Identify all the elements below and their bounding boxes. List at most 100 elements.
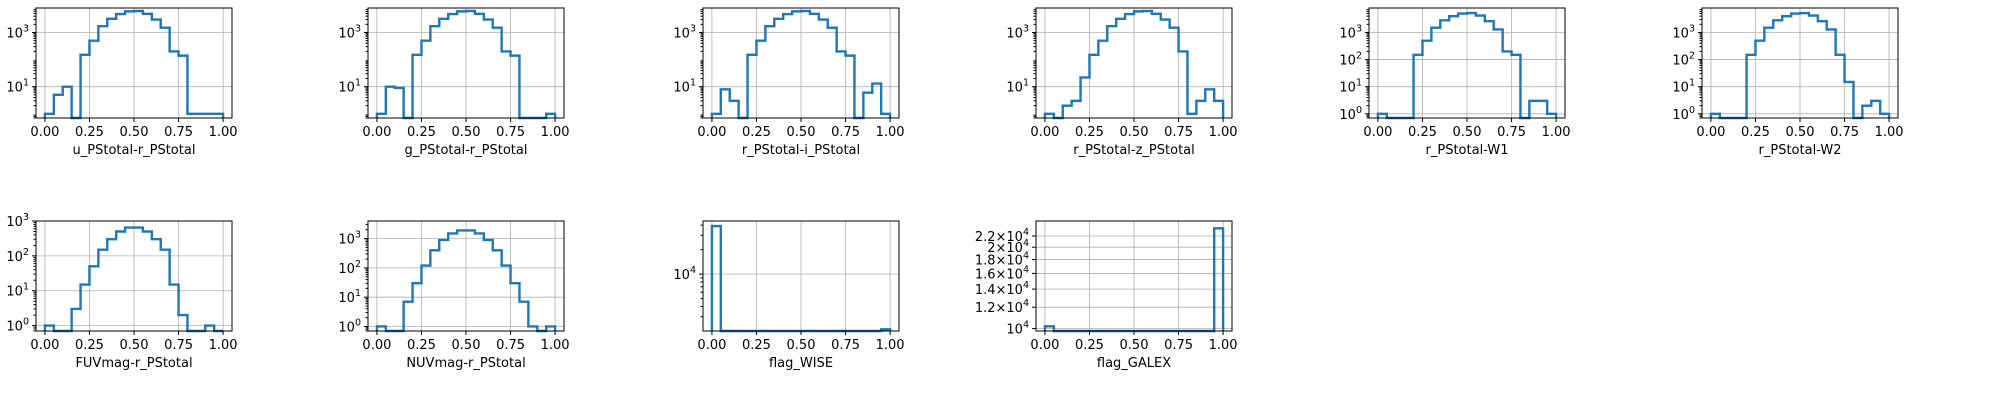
x-tick-label: 0.75 — [164, 125, 193, 140]
x-tick-label: 0.00 — [1363, 125, 1392, 140]
histogram-step-line — [375, 9, 557, 120]
x-tick-label: 0.00 — [30, 125, 59, 140]
x-tick-label: 1.00 — [541, 125, 570, 140]
x-tick-label: 0.25 — [75, 338, 104, 353]
y-tick-label: 1.4×104 — [975, 280, 1029, 298]
x-tick-label: 0.25 — [742, 338, 771, 353]
y-tick-label: 102 — [1339, 51, 1362, 69]
histogram-step-line — [375, 229, 557, 333]
y-tick-label: 101 — [1006, 78, 1029, 96]
x-tick-label: 0.25 — [1741, 125, 1770, 140]
x-tick-label: 0.00 — [697, 125, 726, 140]
histogram-panel-4: 0.00 0.25 0.50 0.75 1.00 101 103 r_PStotal-z_PS… — [1006, 7, 1238, 158]
x-tick-label: 1.00 — [876, 125, 905, 140]
x-tick-label: 0.00 — [697, 338, 726, 353]
y-tick-label: 101 — [1672, 78, 1695, 96]
x-tick-label: 0.75 — [496, 125, 525, 140]
x-tick-label: 1.00 — [876, 338, 905, 353]
x-tick-label: 0.50 — [1453, 125, 1482, 140]
x-tick-label: 0.50 — [787, 338, 816, 353]
x-tick-label: 0.50 — [120, 125, 149, 140]
x-tick-label: 0.25 — [75, 125, 104, 140]
y-tick-label: 103 — [6, 23, 29, 41]
x-tick-label: 0.75 — [831, 338, 860, 353]
y-tick-label: 103 — [1339, 23, 1362, 41]
x-axis-label: r_PStotal-z_PStotal — [1073, 143, 1195, 158]
y-tick-label: 103 — [673, 23, 696, 41]
x-tick-label: 1.00 — [1542, 125, 1571, 140]
y-tick-label: 103 — [1006, 23, 1029, 41]
x-tick-label: 0.25 — [742, 125, 771, 140]
y-tick-label: 101 — [1339, 78, 1362, 96]
x-tick-label: 0.75 — [1164, 338, 1193, 353]
y-tick-label: 100 — [1339, 105, 1362, 123]
histogram-panel-5: 0.00 0.25 0.50 0.75 1.00 100 101 102 103 r_PStota… — [1339, 7, 1571, 158]
x-tick-label: 0.75 — [496, 338, 525, 353]
x-tick-label: 0.25 — [407, 125, 436, 140]
y-tick-label: 1.8×104 — [975, 251, 1029, 269]
histogram-step-line — [43, 9, 225, 120]
y-tick-label: 101 — [338, 288, 361, 306]
y-tick-label: 102 — [6, 247, 29, 265]
x-tick-label: 0.75 — [1497, 125, 1526, 140]
x-tick-label: 0.75 — [1830, 125, 1859, 140]
x-tick-label: 0.00 — [362, 338, 391, 353]
histogram-panel-10: 0.00 0.25 0.50 0.75 1.00 104 1.2×1041.4×1041.6… — [975, 220, 1238, 371]
x-tick-label: 0.25 — [1075, 125, 1104, 140]
x-tick-label: 0.75 — [164, 338, 193, 353]
x-axis-label: r_PStotal-i_PStotal — [742, 143, 860, 158]
histogram-step-line — [1043, 9, 1225, 120]
histogram-panel-8: 0.00 0.25 0.50 0.75 1.00 100 101 102 103 NUVmag-r… — [338, 220, 570, 371]
x-tick-label: 0.50 — [452, 338, 481, 353]
y-tick-label: 2.2×104 — [975, 227, 1029, 245]
y-tick-label: 103 — [338, 23, 361, 41]
y-tick-label: 102 — [1672, 51, 1695, 69]
y-tick-label: 101 — [6, 282, 29, 300]
y-tick-label: 104 — [673, 265, 696, 283]
x-axis-label: u_PStotal-r_PStotal — [73, 143, 196, 158]
y-tick-label: 1.2×104 — [975, 298, 1029, 316]
x-tick-label: 0.00 — [30, 338, 59, 353]
x-tick-label: 0.75 — [1164, 125, 1193, 140]
x-tick-label: 1.00 — [1875, 125, 1904, 140]
y-tick-label: 103 — [6, 212, 29, 230]
x-tick-label: 1.00 — [209, 338, 238, 353]
x-tick-label: 0.50 — [1120, 125, 1149, 140]
x-tick-label: 0.25 — [1075, 338, 1104, 353]
histogram-step-line — [43, 226, 224, 333]
y-tick-label: 101 — [6, 78, 29, 96]
x-axis-label: r_PStotal-W2 — [1759, 143, 1842, 158]
x-tick-label: 0.00 — [1030, 338, 1059, 353]
y-tick-label: 104 — [1006, 320, 1029, 338]
y-tick-label: 100 — [6, 317, 29, 335]
y-tick-label: 1.6×104 — [975, 264, 1029, 282]
x-tick-label: 0.00 — [1030, 125, 1059, 140]
x-tick-label: 0.00 — [1696, 125, 1725, 140]
x-tick-label: 0.25 — [407, 338, 436, 353]
x-tick-label: 0.50 — [1120, 338, 1149, 353]
y-tick-label: 102 — [338, 259, 361, 277]
histogram-step-line — [710, 9, 892, 120]
histogram-panel-1: 0.00 0.25 0.50 0.75 1.00 101 103 u_PStotal-r_PS… — [6, 7, 238, 158]
x-tick-label: 1.00 — [1209, 338, 1238, 353]
x-tick-label: 0.50 — [1786, 125, 1815, 140]
x-axis-label: flag_WISE — [769, 356, 833, 371]
histogram-panel-6: 0.00 0.25 0.50 0.75 1.00 100 101 102 103 r_PStota… — [1672, 7, 1904, 158]
x-tick-label: 0.50 — [452, 125, 481, 140]
x-tick-label: 1.00 — [541, 338, 570, 353]
y-tick-label: 103 — [1672, 23, 1695, 41]
x-tick-label: 0.50 — [120, 338, 149, 353]
x-axis-label: g_PStotal-r_PStotal — [405, 143, 528, 158]
x-tick-label: 0.75 — [831, 125, 860, 140]
histogram-panel-9: 0.00 0.25 0.50 0.75 1.00 104 flag_WISE — [673, 220, 905, 371]
x-tick-label: 0.00 — [362, 125, 391, 140]
x-axis-label: FUVmag-r_PStotal — [75, 356, 192, 371]
x-tick-label: 0.25 — [1408, 125, 1437, 140]
y-tick-label: 101 — [338, 78, 361, 96]
x-tick-label: 1.00 — [1209, 125, 1238, 140]
x-axis-label: flag_GALEX — [1097, 356, 1171, 371]
y-tick-label: 100 — [338, 317, 361, 335]
y-tick-label: 2×104 — [987, 238, 1029, 256]
y-tick-label: 101 — [673, 78, 696, 96]
